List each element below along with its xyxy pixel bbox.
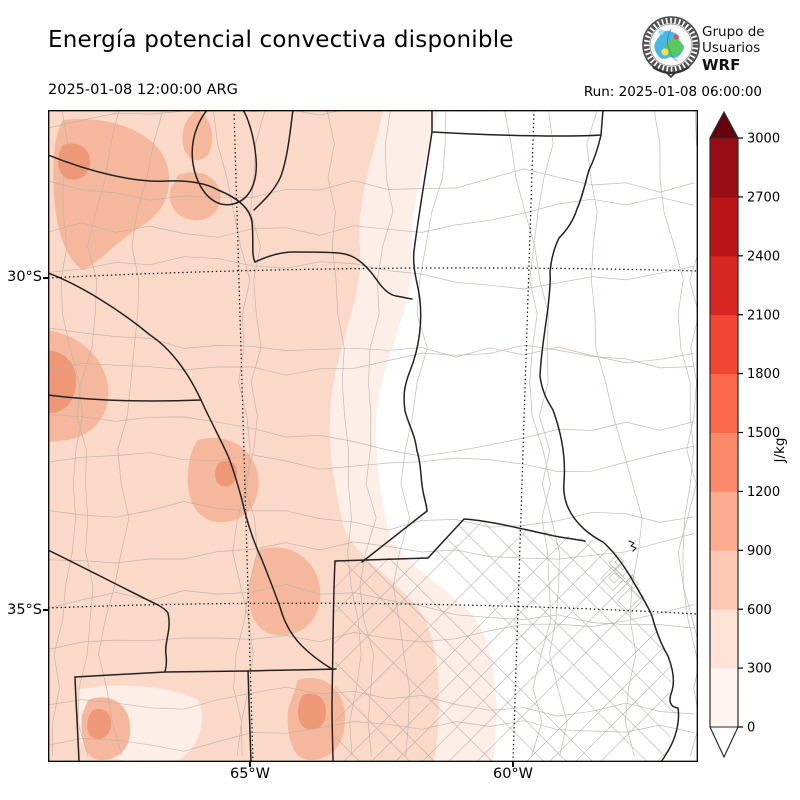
lon-tick-label-65w: 65°W bbox=[229, 766, 271, 782]
province-boundaries bbox=[48, 110, 680, 762]
map-plot bbox=[48, 110, 698, 762]
svg-text:2400: 2400 bbox=[747, 249, 780, 264]
svg-text:1200: 1200 bbox=[747, 485, 780, 500]
svg-text:2100: 2100 bbox=[747, 308, 780, 323]
svg-text:600: 600 bbox=[747, 603, 772, 618]
svg-text:3000: 3000 bbox=[747, 132, 780, 147]
logo-line-wrf: WRF bbox=[702, 56, 741, 74]
lat-tickmark-30s bbox=[43, 277, 48, 279]
lon-tickmark-65w bbox=[249, 762, 251, 767]
valid-time-label: 2025-01-08 12:00:00 ARG bbox=[48, 82, 238, 98]
svg-text:300: 300 bbox=[747, 662, 772, 677]
colorbar-unit-label: J/kg bbox=[772, 438, 788, 464]
logo-line-grupo: Grupo de bbox=[702, 24, 765, 40]
svg-text:0: 0 bbox=[747, 721, 755, 736]
colorbar-body: 0 300 600 900 1200 1500 1800 2100 2400 2700 3000 bbox=[709, 110, 780, 759]
page-title: Energía potencial convectiva disponible bbox=[48, 27, 514, 53]
wrf-globe-logo-icon bbox=[642, 16, 700, 79]
wrf-logo-text: Grupo de Usuarios WRF bbox=[702, 24, 765, 74]
lon-tickmark-60w bbox=[512, 762, 514, 767]
department-boundaries bbox=[48, 110, 698, 757]
svg-text:1500: 1500 bbox=[747, 426, 780, 441]
lat-tick-label-35s: 35°S bbox=[7, 602, 42, 618]
logo-line-usuarios: Usuarios bbox=[702, 39, 761, 56]
run-time-label: Run: 2025-01-08 06:00:00 bbox=[583, 84, 762, 100]
svg-text:900: 900 bbox=[747, 544, 772, 559]
lat-tickmark-35s bbox=[43, 609, 48, 611]
svg-text:2700: 2700 bbox=[747, 191, 780, 206]
lat-tick-label-30s: 30°S bbox=[7, 269, 42, 285]
map-border bbox=[48, 110, 698, 762]
svg-text:1800: 1800 bbox=[747, 367, 780, 382]
colorbar: 0 300 600 900 1200 1500 1800 2100 2400 2700 3000 J… bbox=[709, 110, 788, 759]
lon-tick-label-60w: 60°W bbox=[492, 766, 534, 782]
